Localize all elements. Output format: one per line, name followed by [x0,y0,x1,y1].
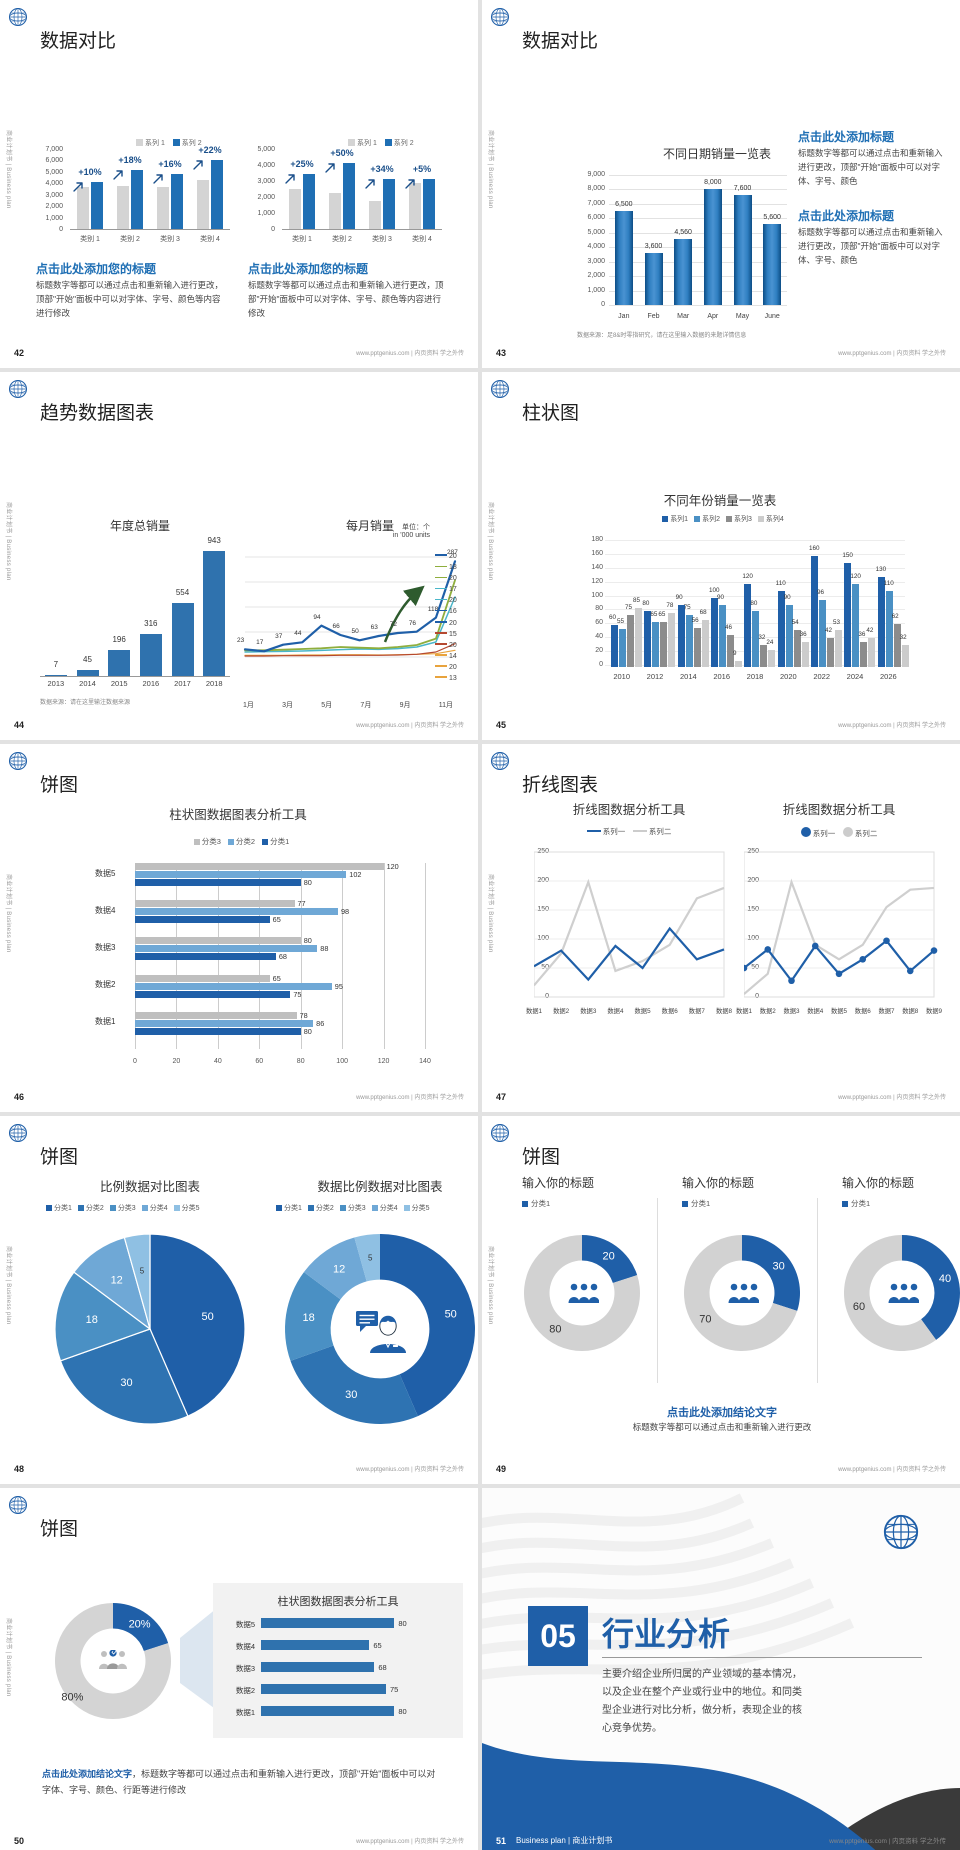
svg-text:18: 18 [86,1314,98,1326]
svg-text:5: 5 [368,1253,373,1262]
svg-text:50: 50 [202,1311,214,1323]
svg-text:30: 30 [120,1377,132,1389]
svg-text:5: 5 [140,1267,145,1276]
svg-text:80: 80 [549,1324,561,1336]
svg-text:20%: 20% [129,1618,151,1630]
svg-text:12: 12 [333,1263,345,1275]
svg-text:30: 30 [345,1389,357,1401]
svg-text:50: 50 [445,1308,457,1320]
svg-text:60: 60 [853,1301,865,1313]
svg-text:40: 40 [939,1273,951,1285]
svg-text:18: 18 [302,1312,314,1324]
svg-text:20: 20 [602,1250,614,1262]
svg-text:30: 30 [772,1260,784,1272]
svg-text:12: 12 [111,1274,123,1286]
svg-text:80%: 80% [61,1692,83,1704]
svg-text:70: 70 [699,1314,711,1326]
